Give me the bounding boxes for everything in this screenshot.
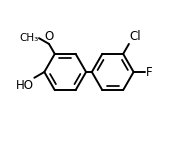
Text: F: F xyxy=(146,66,152,78)
Text: Cl: Cl xyxy=(130,30,141,43)
Text: CH₃: CH₃ xyxy=(19,33,38,43)
Text: O: O xyxy=(44,30,54,42)
Text: HO: HO xyxy=(16,79,34,92)
